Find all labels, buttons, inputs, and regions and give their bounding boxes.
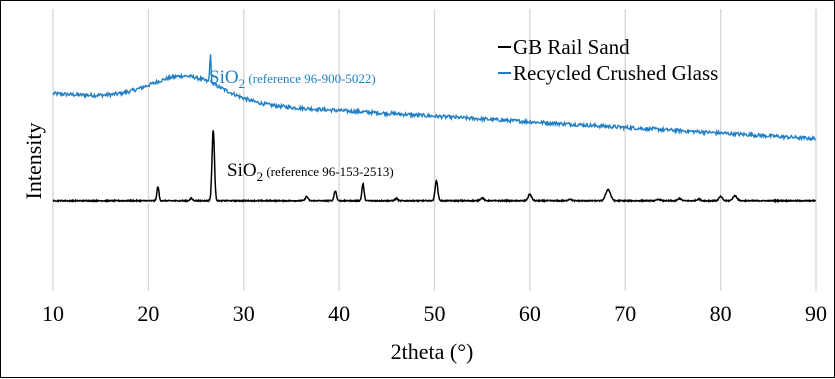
x-tick-label: 40 xyxy=(328,301,350,326)
x-tick-label: 20 xyxy=(137,301,159,326)
series-line-recycled-glass xyxy=(52,54,817,142)
annotation-sio2-glass: SiO2 (reference 96-900-5022) xyxy=(209,67,376,91)
legend: GB Rail Sand Recycled Crushed Glass xyxy=(498,35,718,85)
y-axis-label: Intensity xyxy=(21,123,46,200)
series-lines xyxy=(52,54,817,204)
series-line-gb-rail-sand xyxy=(52,130,817,204)
x-tick-labels: 10 20 30 40 50 60 70 80 90 xyxy=(42,301,827,326)
x-axis-label: 2theta (°) xyxy=(391,339,474,364)
x-tick-label: 90 xyxy=(805,301,827,326)
grid-lines xyxy=(52,9,817,291)
x-tick-label: 50 xyxy=(424,301,446,326)
legend-label-recycled-glass: Recycled Crushed Glass xyxy=(513,61,718,85)
x-tick-label: 60 xyxy=(519,301,541,326)
x-tick-label: 70 xyxy=(614,301,636,326)
legend-label-gb-rail-sand: GB Rail Sand xyxy=(513,35,630,59)
x-tick-label: 10 xyxy=(42,301,64,326)
x-tick-label: 30 xyxy=(233,301,255,326)
annotation-sio2-sand: SiO2 (reference 96-153-2513) xyxy=(227,160,394,184)
x-tick-label: 80 xyxy=(710,301,732,326)
